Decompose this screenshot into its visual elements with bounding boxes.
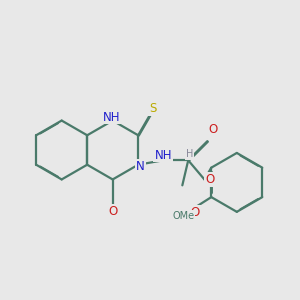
Text: O: O — [108, 205, 117, 218]
Text: N: N — [136, 160, 145, 173]
Text: O: O — [208, 124, 217, 136]
Text: O: O — [190, 206, 200, 219]
Text: OMe: OMe — [173, 211, 195, 221]
Text: NH: NH — [102, 110, 120, 124]
Text: H: H — [186, 149, 194, 159]
Text: O: O — [205, 173, 214, 186]
Text: NH: NH — [154, 148, 172, 161]
Text: S: S — [149, 102, 157, 115]
